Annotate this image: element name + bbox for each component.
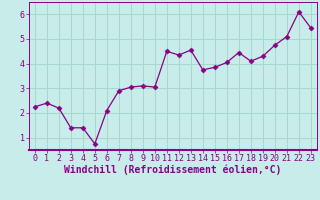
X-axis label: Windchill (Refroidissement éolien,°C): Windchill (Refroidissement éolien,°C) xyxy=(64,165,282,175)
